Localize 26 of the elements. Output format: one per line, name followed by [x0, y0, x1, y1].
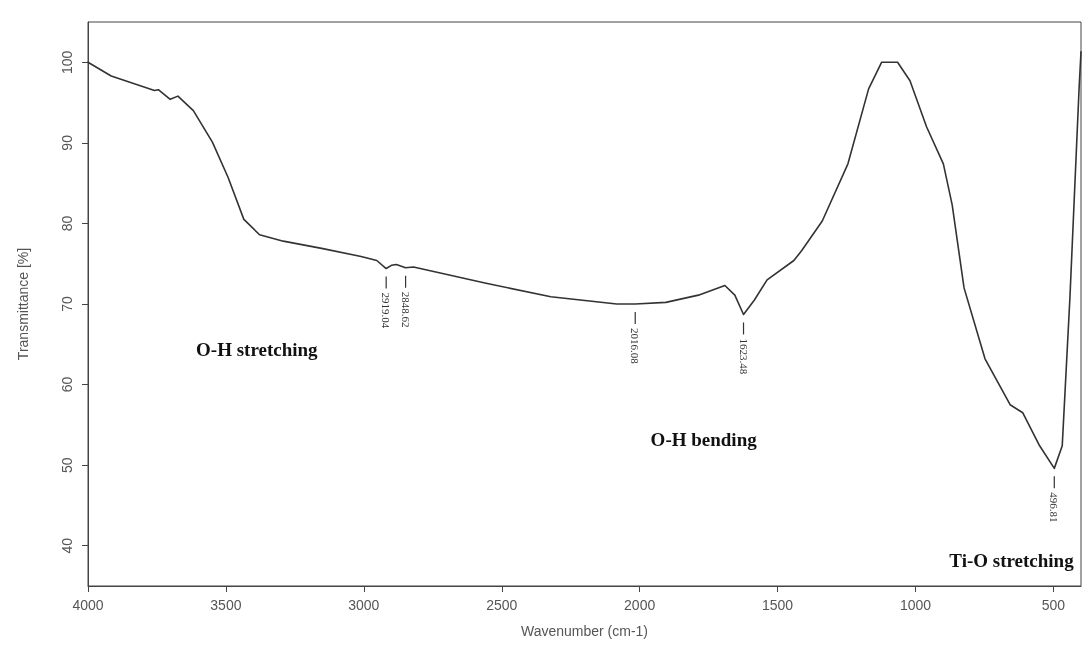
x-axis-title: Wavenumber (cm-1) — [520, 623, 649, 639]
x-tick-label: 3000 — [348, 597, 380, 613]
annotation: 2919.04 — [380, 292, 393, 329]
line-series — [87, 51, 1082, 470]
y-tick-label: 100 — [59, 50, 75, 74]
annotation: 2016.08 — [629, 328, 642, 365]
x-tick-label: 3500 — [210, 597, 242, 613]
annotation: O-H bending — [650, 428, 758, 450]
y-tick-label: 60 — [59, 376, 75, 393]
x-tick-label: 500 — [1041, 597, 1066, 613]
x-tick-label: 2000 — [624, 597, 656, 613]
y-tick-label: 70 — [59, 296, 75, 312]
annotation: 2848.62 — [399, 291, 412, 328]
y-axis-title: Transmittance [%] — [15, 247, 31, 361]
y-tick-label: 90 — [59, 134, 75, 151]
x-tick-label: 2500 — [486, 597, 518, 613]
y-tick-label: 80 — [59, 215, 75, 232]
y-tick-label: 50 — [59, 457, 75, 473]
x-tick-label: 4000 — [72, 597, 104, 613]
x-tick-label: 1000 — [899, 597, 932, 613]
annotation: 1623.48 — [737, 338, 750, 375]
annotation: O-H stretching — [196, 338, 319, 360]
annotation: 496.81 — [1048, 492, 1061, 523]
y-tick-label: 40 — [59, 537, 75, 554]
annotation: Ti-O stretching — [949, 550, 1075, 572]
x-tick-label: 1500 — [762, 597, 794, 613]
